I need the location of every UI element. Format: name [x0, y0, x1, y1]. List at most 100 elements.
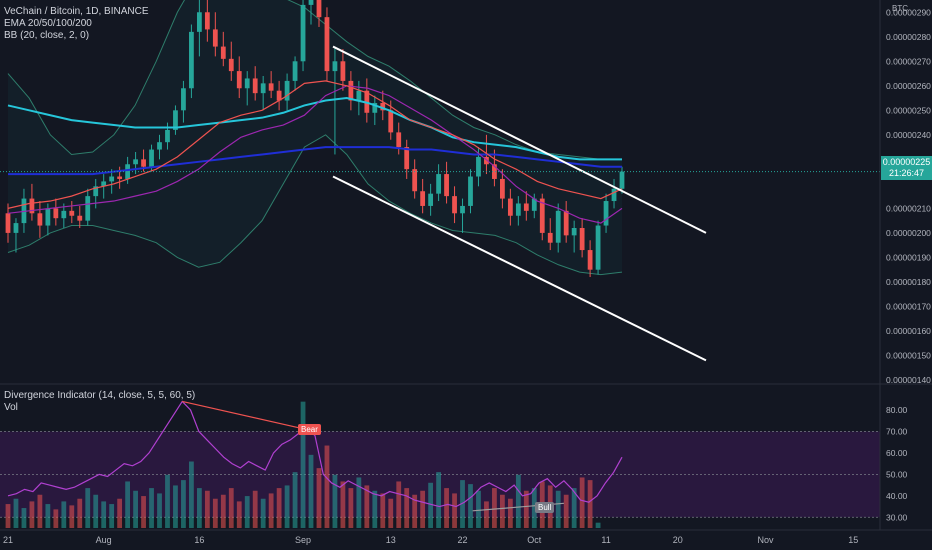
time-tick-label: 16 [194, 535, 204, 545]
volume-bar [77, 498, 83, 528]
candle-body [212, 29, 218, 47]
time-tick-label: Aug [96, 535, 112, 545]
price-pane[interactable] [0, 0, 880, 382]
volume-bar [109, 504, 115, 528]
volume-bar [468, 484, 473, 528]
candle-body [563, 210, 569, 236]
volume-bar [531, 488, 537, 528]
volume-bar [476, 490, 481, 528]
volume-bar [236, 501, 242, 528]
candle-body [507, 198, 513, 216]
channel-upper-line [332, 45, 707, 234]
volume-bar [492, 488, 497, 528]
candle-body [579, 228, 585, 251]
candle-body [149, 149, 154, 167]
candle-body [157, 142, 162, 150]
candle-body [388, 110, 394, 133]
volume-bar [364, 485, 370, 528]
bearish-divergence-line [182, 400, 316, 433]
candle-body [340, 61, 346, 81]
volume-bar [93, 494, 99, 528]
time-tick-label: Sep [295, 535, 311, 545]
volume-bar [452, 493, 457, 528]
candle-body [85, 196, 91, 221]
channel-lower-line [332, 175, 707, 362]
volume-bar [29, 501, 35, 528]
volume-bar [420, 490, 426, 528]
divergence-legend[interactable]: Divergence Indicator (14, close, 5, 5, 6… [4, 390, 196, 401]
volume-bar [181, 480, 186, 528]
volume-bar [21, 508, 27, 528]
candle-body [380, 102, 386, 111]
candle-body [69, 210, 75, 216]
candle-body [460, 205, 465, 214]
volume-bar [260, 498, 266, 528]
volume-bar [117, 498, 123, 528]
rsi-tick-label: 40.00 [886, 491, 908, 501]
price-tick-label: 0.00000290 [886, 7, 931, 17]
candle-body [37, 213, 43, 226]
ema50-line [7, 85, 623, 224]
time-tick-label: 11 [601, 535, 610, 545]
volume-bar [404, 488, 410, 528]
candle-body [141, 159, 146, 167]
bull-signal-tag: Bull [535, 502, 555, 513]
candle-body [308, 0, 314, 5]
price-tick-label: 0.00000280 [886, 32, 931, 42]
last-price-badge: 0.00000225 21:26:47 [881, 156, 932, 180]
candle-body [13, 223, 19, 233]
volume-bar [173, 485, 178, 528]
volume-bar [372, 490, 378, 528]
vol-legend[interactable]: Vol [4, 402, 18, 413]
volume-bar [308, 454, 314, 528]
candle-body [523, 203, 529, 211]
volume-bar [332, 474, 338, 528]
candle-body [595, 225, 601, 270]
volume-bar [356, 477, 362, 528]
volume-bar [268, 493, 274, 528]
candle-body [252, 78, 258, 94]
volume-bar [460, 480, 465, 528]
price-tick-label: 0.00000240 [886, 130, 931, 140]
indicator-pane[interactable] [0, 385, 880, 528]
volume-bar [515, 474, 521, 528]
candle-body [324, 17, 330, 72]
rsi-tick-label: 50.00 [886, 469, 908, 479]
ema-legend[interactable]: EMA 20/50/100/200 [4, 18, 92, 29]
candle-body [428, 193, 434, 206]
volume-bar [523, 490, 529, 528]
rsi-tick-label: 60.00 [886, 448, 908, 458]
volume-bar [284, 485, 290, 528]
bb-legend[interactable]: BB (20, close, 2, 0) [4, 30, 90, 41]
candle-body [356, 90, 362, 101]
candle-body [571, 228, 577, 236]
candle-body [236, 71, 242, 89]
candle-body [165, 129, 170, 143]
volume-bar [53, 509, 59, 528]
candle-body [101, 181, 107, 187]
candle-body [444, 174, 449, 197]
rsi-tick-label: 80.00 [886, 405, 908, 415]
candle-body [77, 215, 83, 221]
candle-body [396, 132, 402, 148]
volume-bar [228, 488, 234, 528]
symbol-title[interactable]: VeChain / Bitcoin, 1D, BINANCE [4, 6, 149, 17]
volume-bar [444, 488, 449, 528]
candle-body [196, 12, 202, 32]
candle-body [420, 191, 426, 206]
volume-bar [484, 501, 489, 528]
volume-bar [579, 477, 585, 528]
candle-body [300, 4, 306, 62]
volume-bar [61, 501, 67, 528]
volume-bar [555, 490, 561, 528]
volume-bar [69, 505, 75, 528]
main-legend: VeChain / Bitcoin, 1D, BINANCE EMA 20/50… [4, 6, 149, 42]
candle-body [61, 210, 67, 219]
candle-body [404, 147, 410, 170]
candle-body [276, 90, 282, 101]
volume-bar [141, 496, 146, 528]
candle-body [204, 12, 210, 30]
volume-bar [499, 494, 505, 528]
ema200-line [8, 146, 622, 176]
